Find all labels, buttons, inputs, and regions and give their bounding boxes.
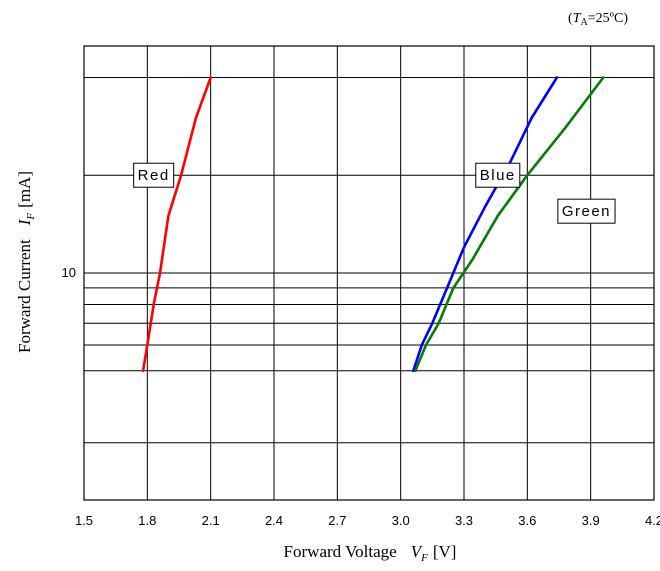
x-tick-label: 4.2 xyxy=(645,513,660,528)
condition-label: (TA=25ºC) xyxy=(568,11,628,28)
x-axis-title: Forward Voltage VF [V] xyxy=(284,542,457,564)
series-label-text: Green xyxy=(562,203,611,220)
series-label-box xyxy=(557,198,616,224)
series-label-box xyxy=(133,162,175,188)
series-labels: Red Blue Green xyxy=(133,162,616,224)
series-label-green: Green xyxy=(557,198,616,224)
series-label-blue: Blue xyxy=(475,162,521,188)
series-line-blue xyxy=(411,76,559,373)
x-tick-label: 2.1 xyxy=(202,513,220,528)
x-tick-label: 3.9 xyxy=(582,513,600,528)
x-tick-label: 1.8 xyxy=(138,513,156,528)
x-tick-labels: 1.5 1.8 2.1 2.4 2.7 3.0 3.3 3.6 3.9 4.2 xyxy=(75,513,660,528)
series-line-red xyxy=(141,76,212,373)
x-tick-label: 2.7 xyxy=(328,513,346,528)
series-line-green xyxy=(414,76,605,373)
series-label-text: Red xyxy=(138,167,170,184)
series-lines xyxy=(141,76,605,373)
series-label-red: Red xyxy=(133,162,175,188)
x-tick-label: 3.3 xyxy=(455,513,473,528)
series-label-box xyxy=(475,162,521,188)
x-tick-label: 3.0 xyxy=(392,513,410,528)
x-tick-label: 2.4 xyxy=(265,513,283,528)
y-tick-label: 10 xyxy=(62,265,76,280)
series-label-text: Blue xyxy=(480,167,516,184)
grid xyxy=(84,46,654,500)
x-tick-label: 3.6 xyxy=(518,513,536,528)
plot-frame xyxy=(83,45,655,501)
x-tick-label: 1.5 xyxy=(75,513,93,528)
y-tick-labels: 10 xyxy=(62,265,76,280)
y-axis-title: Forward CurrentIF[mA] xyxy=(15,171,37,353)
